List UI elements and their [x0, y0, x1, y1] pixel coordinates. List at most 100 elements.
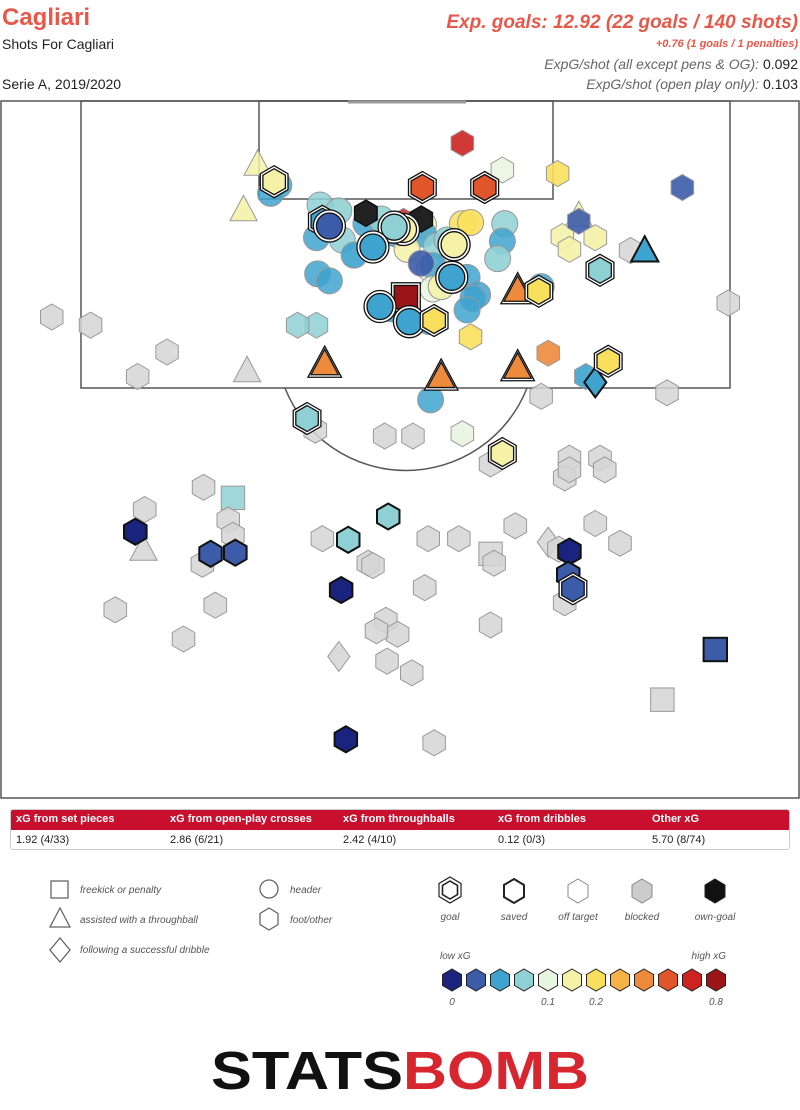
shot-marker: [229, 194, 259, 222]
foot-other-label: foot/other: [290, 915, 333, 926]
scale-tick-0: 0: [449, 997, 455, 1008]
hexagon-icon: [259, 907, 279, 931]
shot-marker: [608, 529, 632, 557]
scale-swatch: [586, 968, 606, 992]
scale-swatch: [634, 968, 654, 992]
statsbomb-logo: STATS BOMB: [211, 1042, 589, 1094]
shot-marker: [503, 512, 528, 540]
xg-table-header: [11, 810, 789, 830]
shot-marker: [482, 549, 506, 577]
square-icon: [50, 880, 69, 899]
shot-marker: [123, 517, 148, 546]
shot-marker: [529, 382, 553, 410]
outcome-legend: goal saved off target blocked own-goal: [438, 876, 736, 923]
scale-swatch: [682, 968, 702, 992]
xg-per-shot-open-play-value: 0.103: [762, 76, 798, 92]
pitch-markings: [0, 100, 800, 799]
xg-breakdown-table: xG from set pieces xG from open-play cro…: [10, 809, 790, 850]
saved-icon: [503, 877, 525, 905]
shot-marker: [422, 729, 446, 757]
logo-bomb: BOMB: [403, 1042, 589, 1094]
shot-marker: [716, 289, 740, 317]
shot-marker: [285, 311, 310, 339]
shot-marker: [629, 234, 661, 263]
low-xg-label: low xG: [440, 951, 471, 962]
xg-crosses-label: xG from open-play crosses: [170, 813, 312, 825]
scale-swatch: [610, 968, 630, 992]
shot-marker: [377, 210, 411, 244]
shot-marker: [447, 525, 471, 553]
shot-marker: [310, 525, 335, 553]
shot-marker: [487, 436, 517, 471]
shot-marker: [524, 274, 554, 309]
season-label: Serie A, 2019/2020: [2, 76, 122, 92]
saved-label: saved: [501, 912, 528, 923]
blocked-label: blocked: [625, 912, 660, 923]
shot-marker: [353, 199, 378, 228]
shot-marker: [155, 338, 179, 366]
xg-per-shot-open-play-label: ExpG/shot (open play only):: [586, 76, 760, 92]
shot-marker: [372, 422, 397, 450]
xg-other-label: Other xG: [652, 813, 700, 825]
scale-swatches: [442, 968, 726, 992]
goal-icon: [438, 876, 462, 904]
shots-layer: [40, 129, 740, 757]
off-target-label: off target: [558, 912, 599, 923]
circle-icon: [259, 879, 279, 899]
shot-marker: [437, 228, 471, 262]
shot-marker: [435, 260, 469, 294]
shot-marker: [484, 245, 512, 273]
shot-marker: [557, 456, 582, 484]
xg-per-shot-all: ExpG/shot (all except pens & OG): 0.092: [544, 56, 798, 72]
shot-marker: [407, 170, 437, 205]
shot-marker: [336, 525, 361, 554]
scale-swatch: [706, 968, 726, 992]
shot-marker: [103, 596, 128, 624]
blocked-icon: [631, 878, 653, 904]
xg-per-shot-open-play: ExpG/shot (open play only): 0.103: [586, 76, 798, 92]
shot-marker: [583, 365, 608, 399]
shot-marker: [470, 170, 500, 205]
shot-marker: [223, 538, 248, 567]
goal-label: goal: [441, 912, 461, 923]
xg-set-pieces-value: 1.92 (4/33): [16, 834, 70, 846]
shot-marker: [567, 207, 591, 235]
xg-per-shot-all-value: 0.092: [762, 56, 798, 72]
xg-per-shot-all-label: ExpG/shot (all except pens & OG):: [544, 56, 760, 72]
shot-marker: [423, 357, 460, 391]
scale-tick-2: 0.2: [589, 997, 603, 1008]
shot-marker: [292, 401, 322, 436]
shot-marker: [361, 551, 385, 580]
shot-marker: [558, 572, 588, 606]
shot-marker: [557, 235, 582, 263]
xg-set-pieces-label: xG from set pieces: [16, 813, 115, 825]
xg-crosses-value: 2.86 (6/21): [170, 834, 224, 846]
shot-marker: [499, 348, 536, 382]
shot-marker: [129, 533, 159, 561]
xg-throughballs-label: xG from throughballs: [343, 813, 455, 825]
shot-marker: [655, 379, 679, 407]
shot-marker: [592, 456, 617, 484]
shot-marker: [412, 574, 437, 602]
chart-subtitle: Shots For Cagliari: [2, 36, 115, 52]
dribble-label: following a successful dribble: [80, 945, 210, 956]
diamond-icon: [49, 936, 71, 964]
six-yard-box: [258, 100, 554, 200]
shot-marker: [416, 525, 440, 553]
shape-legend: [48, 879, 279, 964]
shot-marker: [478, 611, 503, 639]
shot-marker: [400, 659, 424, 687]
shot-marker: [450, 129, 475, 157]
team-name: Cagliari: [2, 4, 91, 31]
logo-stats: STATS: [211, 1042, 403, 1094]
xg-color-scale: low xG high xG 0 0.1 0.2 0.8: [440, 951, 726, 1008]
shot-marker: [583, 224, 608, 252]
shot-marker: [220, 485, 246, 511]
shot-marker: [585, 253, 615, 288]
shot-marker: [407, 249, 435, 277]
shot-map: [0, 100, 800, 799]
shot-marker: [453, 296, 481, 324]
shot-marker: [375, 647, 399, 675]
scale-tick-1: 0.1: [541, 997, 555, 1008]
shot-marker: [457, 209, 485, 236]
